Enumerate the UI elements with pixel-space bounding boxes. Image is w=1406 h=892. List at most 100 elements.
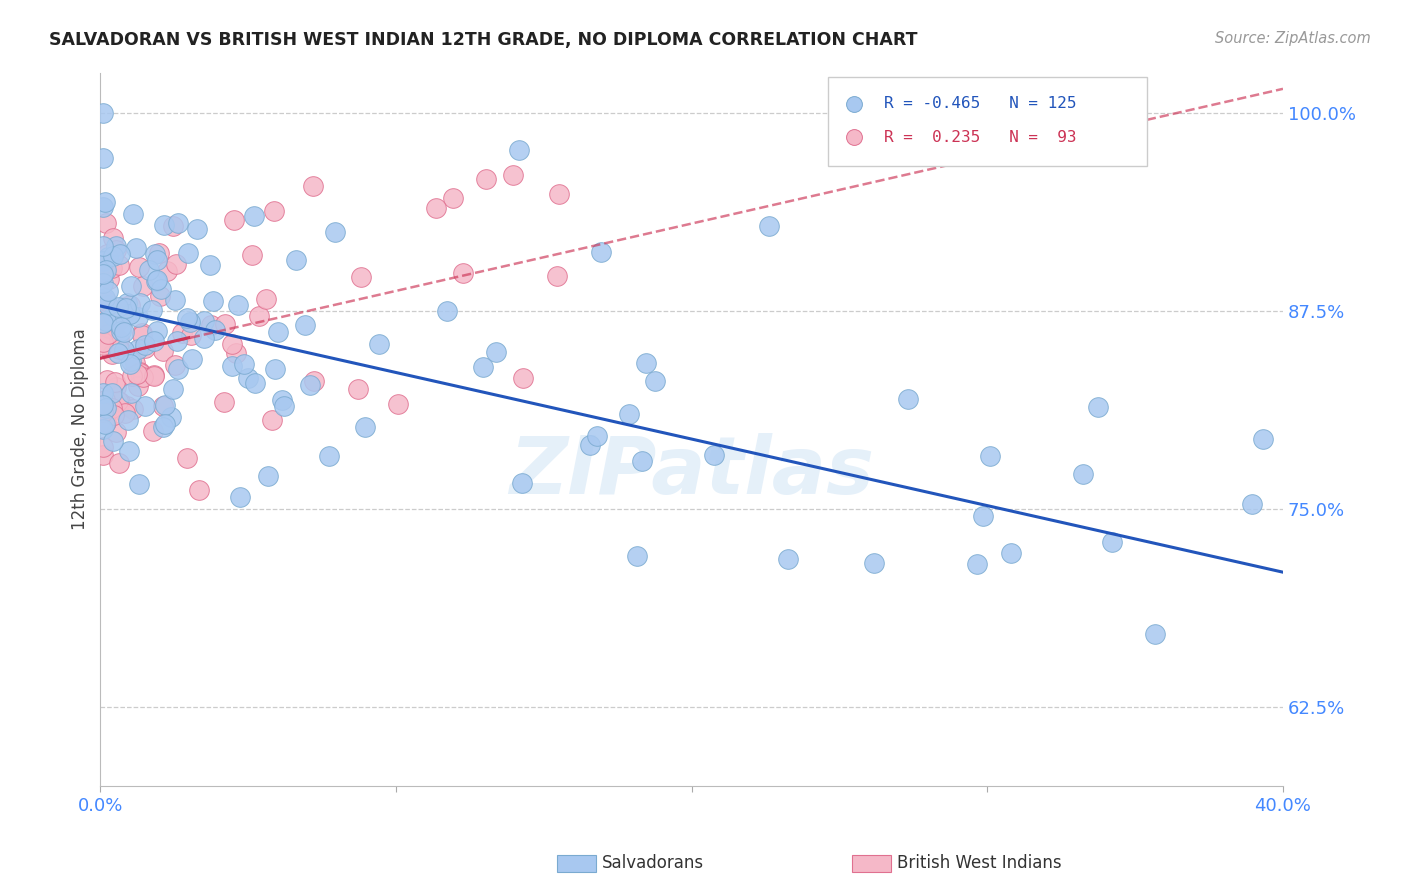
Point <box>644 374 666 388</box>
Point <box>114 300 136 314</box>
Point <box>263 362 285 376</box>
Point <box>118 357 141 371</box>
Point <box>179 315 201 329</box>
Point <box>101 231 124 245</box>
Point <box>143 247 166 261</box>
Point <box>186 222 208 236</box>
Point <box>294 318 316 332</box>
Point <box>103 408 125 422</box>
Point <box>108 333 131 347</box>
Point <box>114 325 136 339</box>
Point <box>108 342 131 356</box>
Point <box>128 260 150 275</box>
Point <box>104 244 127 258</box>
Point <box>127 342 149 356</box>
Point <box>966 557 988 571</box>
Point <box>91 308 114 322</box>
Point <box>163 293 186 307</box>
Point <box>634 356 657 370</box>
Point <box>100 347 122 361</box>
Point <box>97 298 120 312</box>
Point <box>142 334 165 348</box>
Point <box>165 257 187 271</box>
Point <box>508 143 530 157</box>
Point <box>142 368 165 383</box>
Point <box>897 392 920 406</box>
Point <box>579 438 602 452</box>
Point <box>198 258 221 272</box>
Point <box>349 269 371 284</box>
Point <box>243 209 266 223</box>
Point <box>112 343 135 357</box>
Point <box>204 323 226 337</box>
Point <box>224 213 246 227</box>
Point <box>107 300 129 314</box>
Point <box>91 258 114 272</box>
Point <box>101 260 124 275</box>
Point <box>318 449 340 463</box>
Point <box>94 401 117 415</box>
Point <box>323 225 346 239</box>
Point <box>104 375 127 389</box>
Point <box>162 382 184 396</box>
Point <box>97 272 120 286</box>
Point <box>180 327 202 342</box>
Point <box>143 368 166 382</box>
Point <box>162 219 184 233</box>
Point <box>118 443 141 458</box>
Point <box>91 405 114 419</box>
Point <box>263 203 285 218</box>
Point <box>107 345 129 359</box>
Point <box>271 392 294 407</box>
Point <box>254 292 277 306</box>
Point <box>121 206 143 220</box>
Point <box>167 362 190 376</box>
Point <box>441 191 464 205</box>
Point <box>141 302 163 317</box>
Point <box>134 399 156 413</box>
Point <box>94 417 117 431</box>
Point <box>91 398 114 412</box>
Point <box>105 379 128 393</box>
Point <box>101 434 124 448</box>
Point <box>91 335 114 350</box>
Point <box>115 296 138 310</box>
Point <box>91 105 114 120</box>
Point <box>200 318 222 332</box>
Point <box>91 253 114 268</box>
Point <box>475 172 498 186</box>
Point <box>115 301 138 315</box>
Point <box>105 239 128 253</box>
Point <box>1241 497 1264 511</box>
Point <box>93 268 115 282</box>
Point <box>131 326 153 340</box>
Point <box>236 371 259 385</box>
Point <box>201 293 224 308</box>
Point <box>472 359 495 374</box>
Point <box>240 248 263 262</box>
Point <box>91 200 114 214</box>
Point <box>145 252 167 267</box>
Point <box>93 393 115 408</box>
Point <box>101 249 124 263</box>
Point <box>108 258 131 272</box>
Point <box>96 216 118 230</box>
Point <box>138 263 160 277</box>
Point <box>91 422 114 436</box>
Point <box>97 327 120 342</box>
Point <box>120 298 142 312</box>
Point <box>617 407 640 421</box>
Point <box>510 476 533 491</box>
Point <box>1000 546 1022 560</box>
Point <box>1143 627 1166 641</box>
Point <box>778 552 800 566</box>
Text: Salvadorans: Salvadorans <box>602 855 704 872</box>
Point <box>94 293 117 308</box>
Point <box>149 282 172 296</box>
Point <box>166 334 188 348</box>
Point <box>153 417 176 431</box>
Point <box>124 356 146 370</box>
Point <box>97 284 120 298</box>
Point <box>160 409 183 424</box>
Point <box>425 201 447 215</box>
